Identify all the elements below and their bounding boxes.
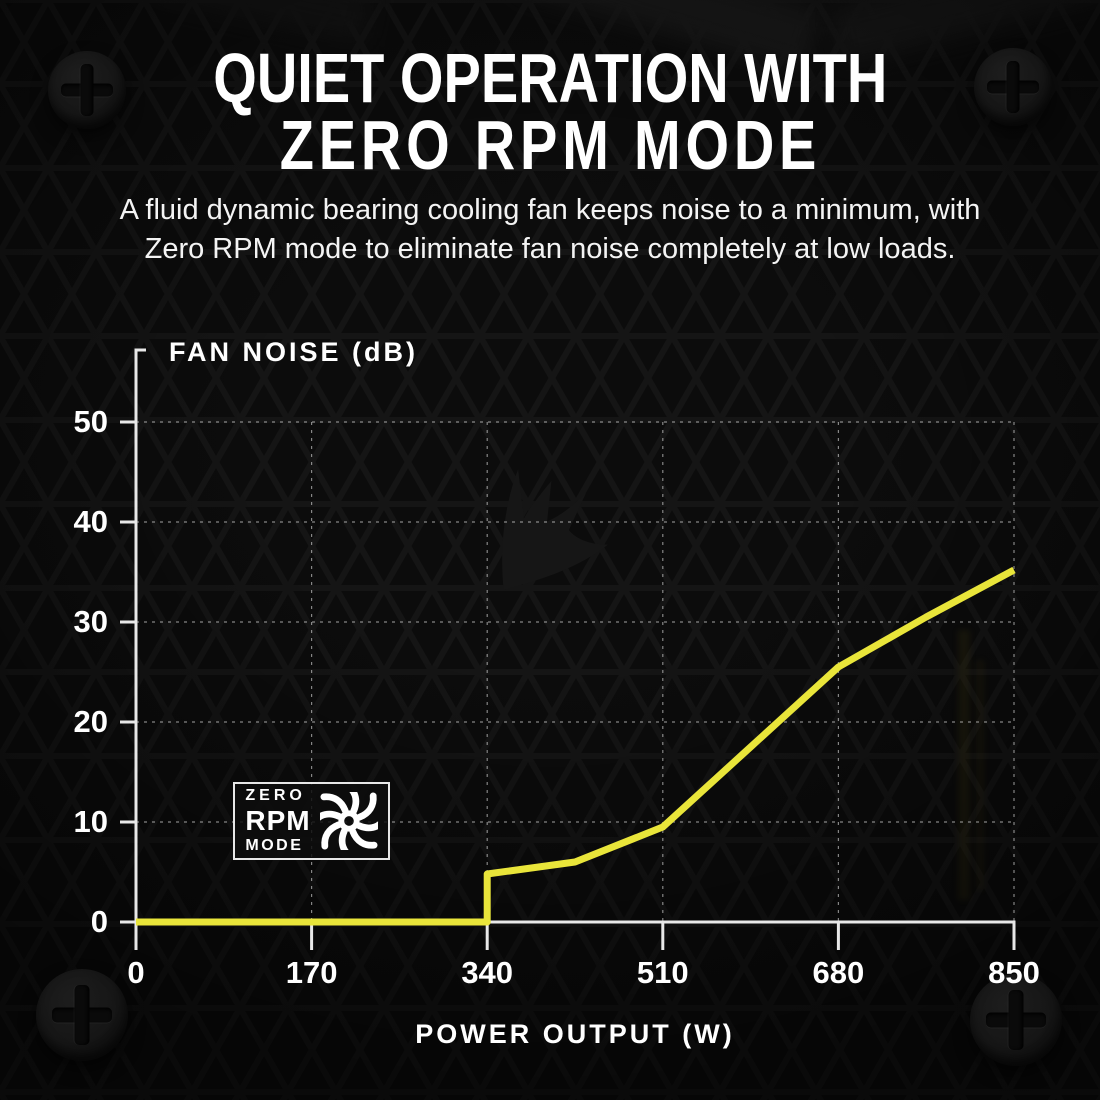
y-tick-label: 40	[73, 504, 108, 539]
y-tick-label: 50	[73, 404, 108, 439]
x-tick-label: 170	[285, 955, 338, 990]
x-tick-label: 340	[461, 955, 514, 990]
subtitle-line1: A fluid dynamic bearing cooling fan keep…	[119, 194, 981, 226]
y-tick-label: 0	[90, 904, 108, 939]
y-tick-label: 30	[73, 604, 108, 639]
phillips-screw-icon	[48, 51, 126, 129]
badge-text: ZERO RPM MODE	[245, 788, 310, 854]
page-title-line1: QUIET OPERATION WITH	[212, 39, 888, 117]
chart-title: FAN NOISE (dB)	[169, 337, 418, 367]
y-tick-label: 10	[73, 804, 108, 839]
y-tick-label: 20	[73, 704, 108, 739]
x-tick-label: 0	[127, 955, 145, 990]
badge-rpm-label: RPM	[245, 805, 311, 836]
badge-mode-label: MODE	[245, 837, 304, 854]
badge-zero-label: ZERO	[245, 787, 306, 804]
x-tick-label: 850	[988, 955, 1040, 990]
x-tick-label: 510	[636, 955, 689, 990]
fan-icon	[319, 792, 378, 850]
x-axis-label: POWER OUTPUT (W)	[415, 1019, 735, 1049]
subtitle-line2: Zero RPM mode to eliminate fan noise com…	[144, 233, 956, 265]
fan-noise-line	[136, 566, 1016, 926]
phillips-screw-icon	[36, 969, 128, 1061]
x-tick-label: 680	[812, 955, 865, 990]
phillips-screw-icon	[974, 48, 1052, 126]
page-title-line2: ZERO RPM MODE	[279, 106, 821, 184]
zero-rpm-mode-badge: ZERO RPM MODE	[233, 782, 390, 860]
phillips-screw-icon	[970, 974, 1062, 1066]
